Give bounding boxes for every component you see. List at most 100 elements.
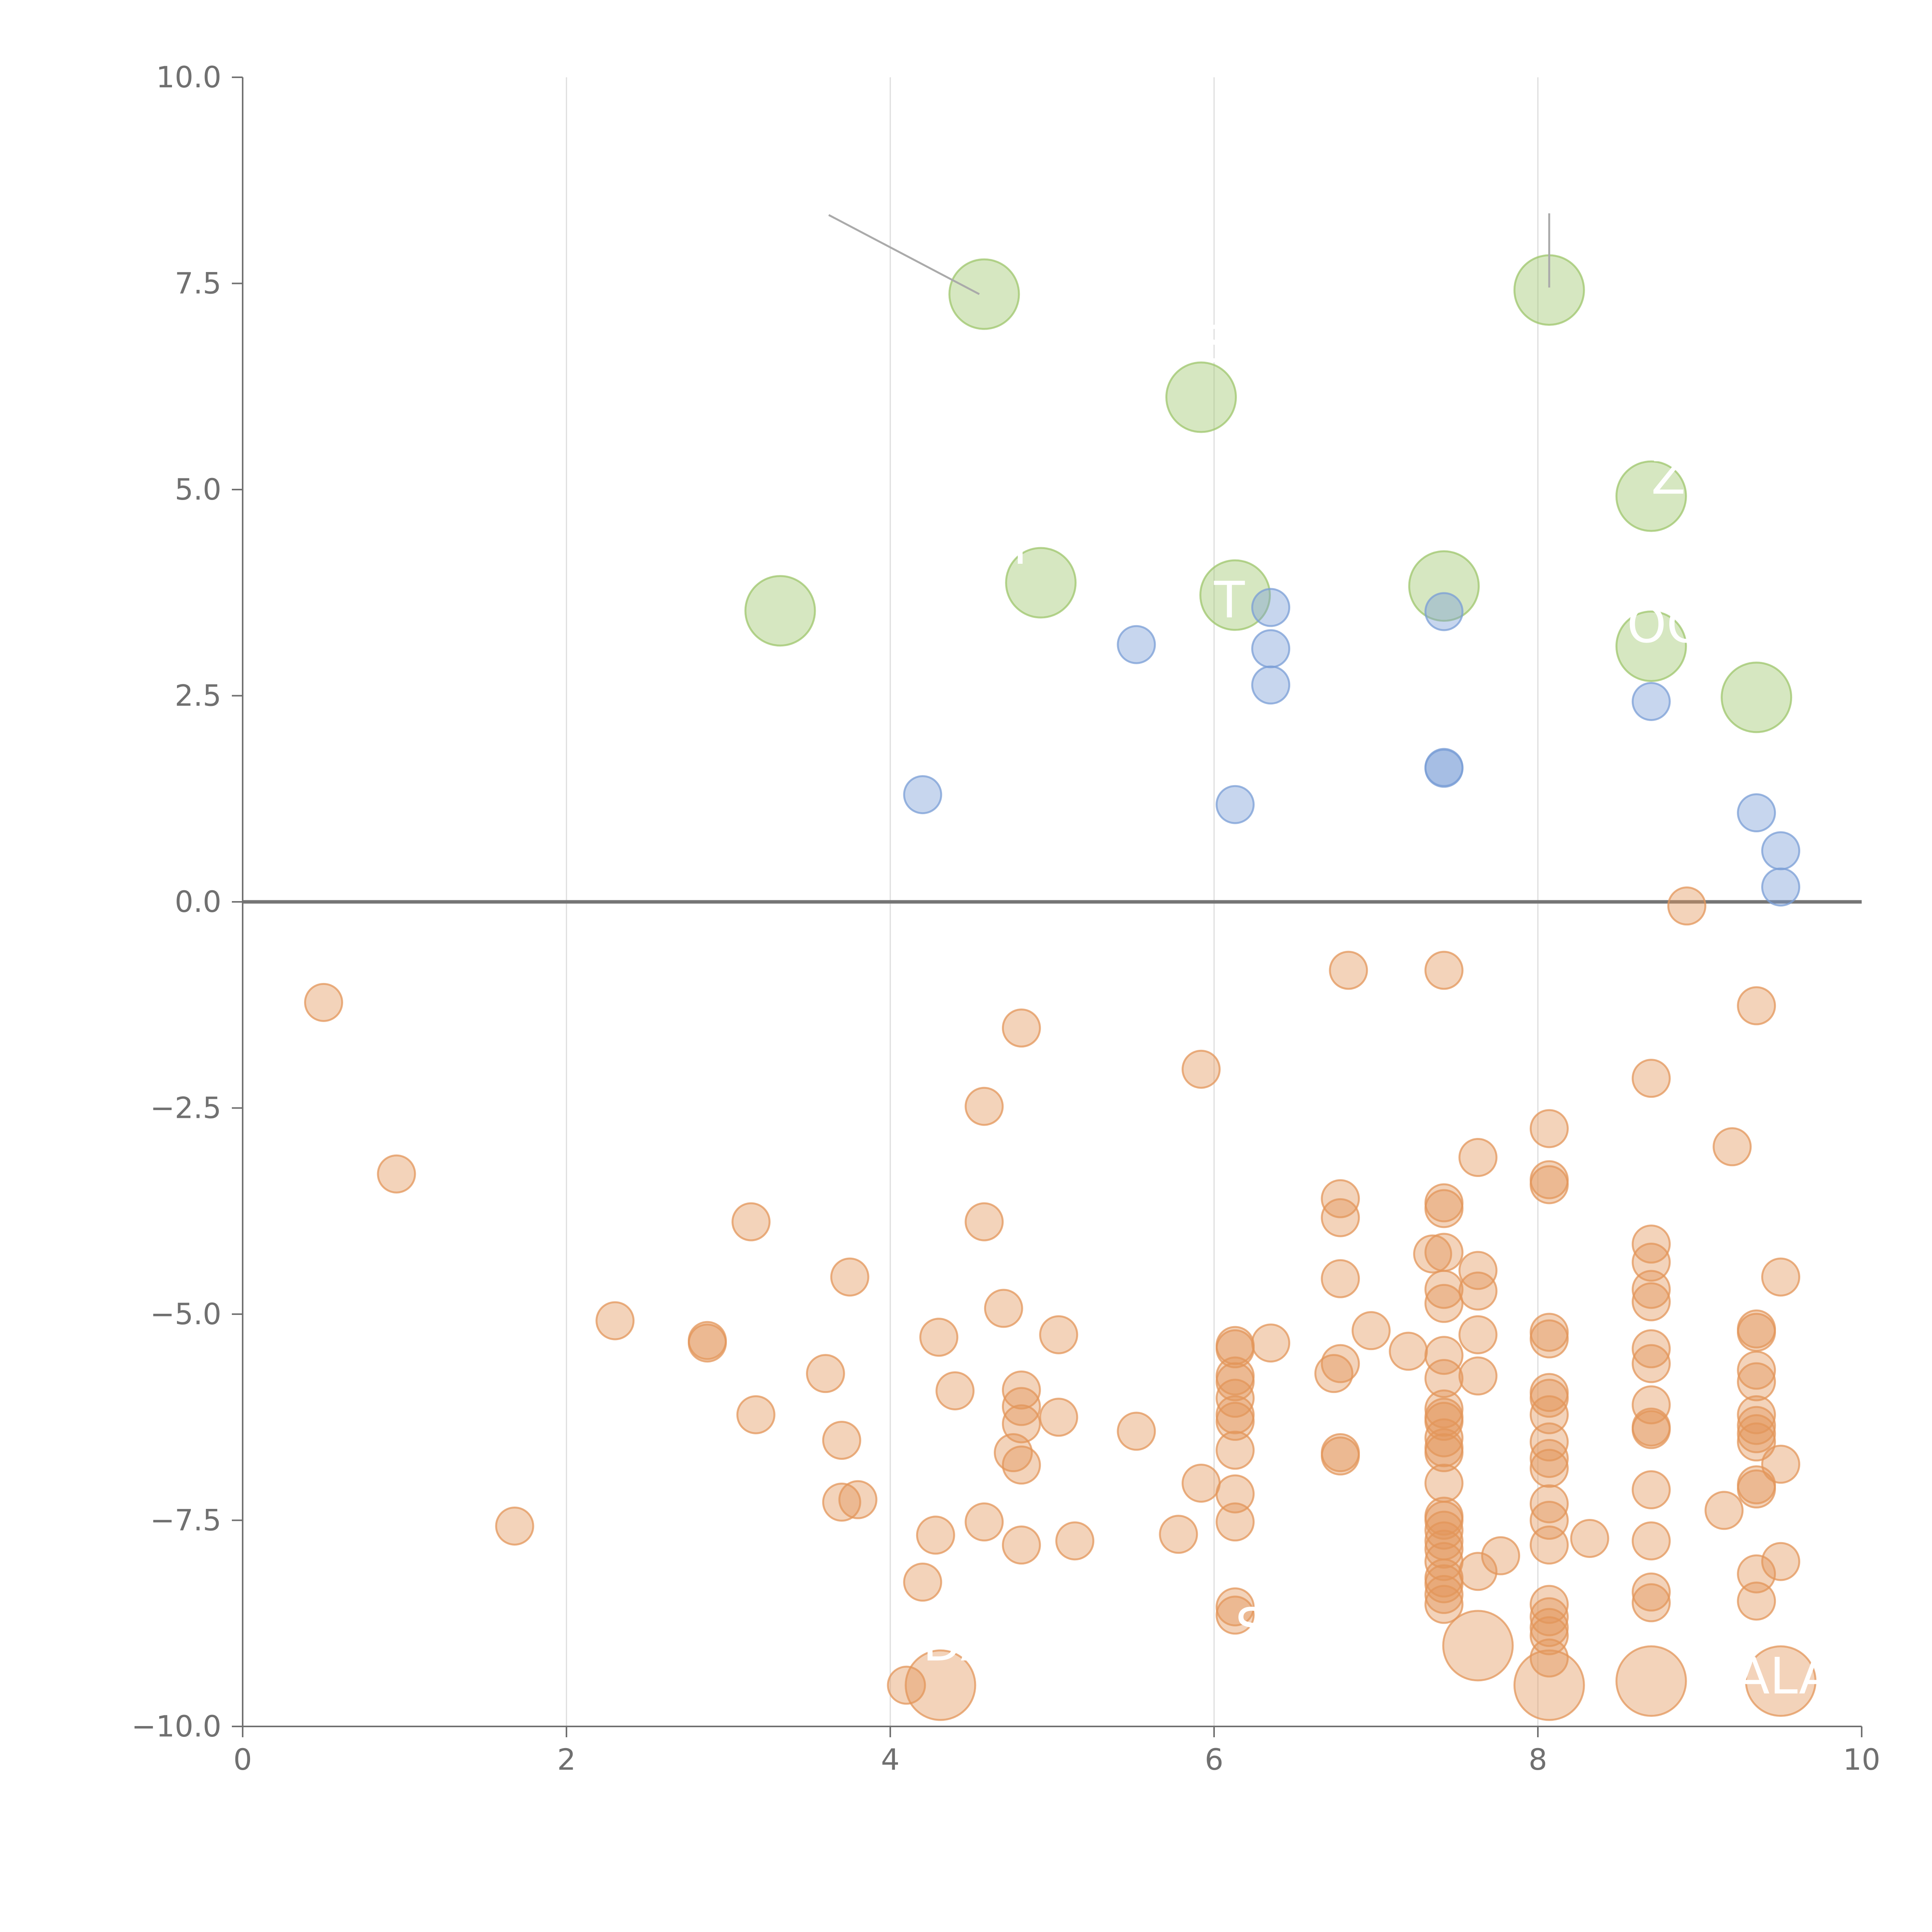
orange-point bbox=[1424, 1529, 1464, 1569]
orange-point bbox=[903, 1563, 942, 1602]
blue-point bbox=[1251, 665, 1291, 705]
orange-point bbox=[1570, 1519, 1609, 1558]
orange-point bbox=[1215, 1595, 1255, 1635]
orange-point bbox=[1002, 1387, 1041, 1426]
x-tick-label: 6 bbox=[1205, 1742, 1223, 1777]
green-point bbox=[1721, 662, 1793, 733]
orange-point bbox=[1215, 1502, 1255, 1542]
orange-point bbox=[1424, 1564, 1464, 1604]
blue-point bbox=[1251, 629, 1291, 668]
orange-point bbox=[1442, 1610, 1514, 1682]
orange-point bbox=[1529, 1109, 1569, 1148]
orange-point bbox=[1458, 1356, 1498, 1396]
blue-point bbox=[1117, 625, 1156, 664]
orange-point bbox=[1529, 1449, 1569, 1488]
orange-point bbox=[1737, 1313, 1776, 1352]
orange-point bbox=[595, 1301, 635, 1340]
green-point bbox=[948, 258, 1020, 330]
orange-point bbox=[1529, 1379, 1569, 1418]
orange-point bbox=[1737, 1414, 1776, 1453]
orange-point bbox=[1117, 1412, 1156, 1451]
orange-point bbox=[1181, 1463, 1221, 1503]
orange-point bbox=[1251, 1323, 1291, 1363]
blue-point bbox=[1215, 785, 1255, 824]
orange-point bbox=[1215, 1401, 1255, 1441]
point-label: T bbox=[1214, 571, 1245, 629]
orange-point bbox=[1631, 1270, 1671, 1309]
orange-point bbox=[1424, 1359, 1464, 1398]
point-label: M bbox=[984, 517, 1027, 576]
orange-point bbox=[1631, 1059, 1671, 1098]
orange-point bbox=[1215, 1587, 1255, 1627]
orange-point bbox=[1761, 1257, 1800, 1297]
orange-point bbox=[1002, 1009, 1041, 1048]
orange-point bbox=[1424, 1284, 1464, 1323]
orange-point bbox=[1631, 1470, 1671, 1510]
orange-point bbox=[1529, 1616, 1569, 1655]
orange-point bbox=[1631, 1243, 1671, 1282]
data-points bbox=[304, 254, 1816, 1721]
orange-point bbox=[1321, 1198, 1360, 1237]
orange-point bbox=[1631, 1410, 1671, 1449]
orange-point bbox=[1667, 886, 1706, 926]
orange-point bbox=[1615, 1645, 1687, 1717]
point-label: S bbox=[1235, 1597, 1267, 1656]
annotation-layer: Z M T OO Z S DA S ALA bbox=[828, 213, 1833, 1706]
orange-point bbox=[1215, 1362, 1255, 1401]
orange-point bbox=[1529, 1395, 1569, 1434]
orange-point bbox=[1761, 1542, 1800, 1581]
orange-point bbox=[1529, 1526, 1569, 1565]
orange-point bbox=[1314, 1354, 1354, 1393]
orange-point bbox=[1631, 1572, 1671, 1612]
y-tick-label: 7.5 bbox=[175, 266, 221, 301]
orange-point bbox=[905, 1649, 976, 1721]
orange-point bbox=[1458, 1138, 1498, 1177]
y-tick-label: −10.0 bbox=[131, 1709, 221, 1743]
orange-point bbox=[1321, 1436, 1360, 1476]
orange-point bbox=[1424, 1463, 1464, 1503]
y-tick-label: −7.5 bbox=[150, 1503, 221, 1537]
blue-point bbox=[1424, 748, 1464, 788]
orange-point bbox=[1389, 1332, 1428, 1371]
orange-point bbox=[1737, 1350, 1776, 1390]
orange-point bbox=[1737, 1422, 1776, 1462]
orange-point bbox=[964, 1502, 1004, 1542]
orange-point bbox=[1737, 1362, 1776, 1401]
orange-point bbox=[1424, 1433, 1464, 1473]
orange-point bbox=[731, 1202, 771, 1242]
y-tick-label: −2.5 bbox=[150, 1091, 221, 1125]
y-tick-label: 2.5 bbox=[175, 679, 221, 713]
orange-point bbox=[1424, 1233, 1464, 1272]
green-point bbox=[744, 575, 816, 647]
orange-point bbox=[1529, 1585, 1569, 1624]
orange-point bbox=[822, 1483, 861, 1522]
y-tick-label: 5.0 bbox=[175, 472, 221, 507]
orange-point bbox=[1631, 1521, 1671, 1561]
x-tick-label: 2 bbox=[557, 1742, 576, 1777]
orange-point bbox=[1159, 1515, 1198, 1554]
orange-point bbox=[1424, 1501, 1464, 1540]
orange-point bbox=[1424, 1189, 1464, 1228]
annotation-leader-line bbox=[828, 214, 980, 295]
orange-point bbox=[1413, 1234, 1452, 1274]
orange-point bbox=[1458, 1315, 1498, 1354]
orange-point bbox=[1424, 1336, 1464, 1375]
orange-point bbox=[1458, 1251, 1498, 1290]
orange-point bbox=[304, 983, 343, 1022]
orange-point bbox=[736, 1395, 776, 1434]
orange-point bbox=[1737, 1582, 1776, 1621]
point-label: OO bbox=[1627, 595, 1706, 654]
orange-point bbox=[1737, 986, 1776, 1026]
orange-point bbox=[1002, 1404, 1041, 1444]
green-point bbox=[1165, 361, 1237, 433]
blue-point bbox=[903, 775, 942, 815]
orange-point bbox=[1529, 1165, 1569, 1204]
orange-point bbox=[1002, 1370, 1041, 1410]
point-label: Z bbox=[1651, 447, 1685, 506]
orange-point bbox=[1737, 1554, 1776, 1594]
orange-point bbox=[964, 1087, 1004, 1126]
orange-point bbox=[1329, 951, 1368, 990]
green-point bbox=[1615, 610, 1687, 682]
blue-point bbox=[1761, 831, 1800, 871]
